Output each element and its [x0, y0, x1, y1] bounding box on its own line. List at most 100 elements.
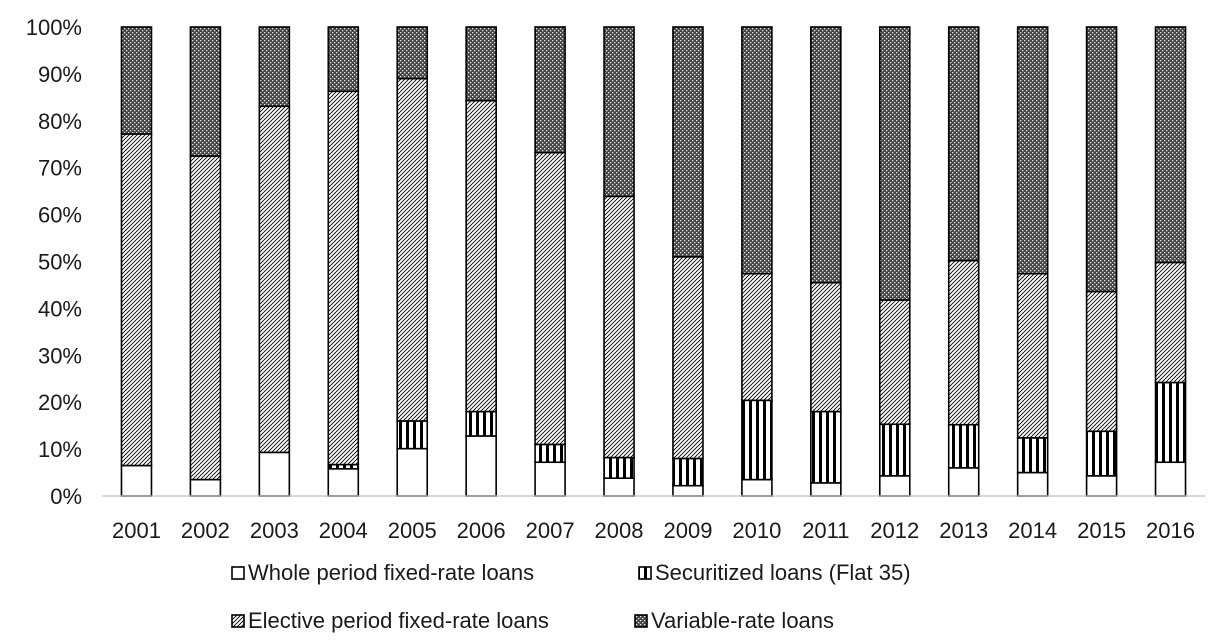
- bar-segment-1: [534, 461, 566, 497]
- legend: Whole period fixed-rate loans Securitized…: [231, 560, 911, 633]
- bar-segment-4: [878, 26, 911, 301]
- bar-segment-1: [603, 477, 635, 497]
- y-tick-label: 30%: [38, 343, 82, 368]
- bar-segment-4: [672, 26, 704, 258]
- bar-segment-4: [741, 26, 773, 275]
- x-tick-label: 2012: [870, 518, 919, 543]
- bar-segment-2: [534, 443, 566, 464]
- x-axis: 2001 2002 2003 2004 2005 2006 2007 2008 2009 2010…: [102, 495, 1205, 543]
- bar-segment-3: [603, 195, 635, 459]
- bar-segment-2: [672, 457, 704, 487]
- bar-segment-1: [947, 467, 980, 497]
- x-tick-label: 2005: [388, 518, 437, 543]
- bar-segment-1: [1154, 461, 1187, 497]
- y-tick-label: 50%: [38, 250, 82, 275]
- bar-segment-3: [258, 105, 291, 454]
- x-tick-label: 2016: [1146, 518, 1195, 543]
- x-tick-label: 2008: [595, 518, 644, 543]
- legend-label: Elective period fixed-rate loans: [248, 608, 549, 633]
- bar-segment-1: [258, 451, 291, 497]
- bar-segment-4: [1016, 26, 1049, 275]
- x-tick-label: 2010: [732, 518, 781, 543]
- y-tick-label: 70%: [38, 156, 82, 181]
- bar-segment-4: [947, 26, 980, 262]
- legend-swatch-3: [231, 614, 245, 628]
- bar-segment-4: [534, 26, 566, 154]
- bar-segment-1: [465, 435, 497, 497]
- bar-segment-3: [741, 272, 773, 402]
- x-tick-label: 2015: [1077, 518, 1126, 543]
- x-tick-label: 2006: [457, 518, 506, 543]
- legend-swatch-1: [231, 566, 245, 580]
- x-tick-label: 2009: [663, 518, 712, 543]
- bar-segment-1: [810, 482, 842, 497]
- bar-segment-1: [189, 478, 222, 497]
- bar-segment-4: [258, 26, 291, 108]
- bar-segment-4: [1154, 26, 1187, 264]
- y-tick-label: 80%: [38, 109, 82, 134]
- bar-segment-1: [1016, 471, 1049, 497]
- bar-segment-1: [1085, 475, 1118, 497]
- bar-segment-1: [741, 478, 773, 497]
- legend-swatch-4: [634, 614, 648, 628]
- bar-segment-3: [534, 151, 566, 446]
- bar-segment-1: [120, 464, 153, 497]
- legend-label: Whole period fixed-rate loans: [248, 560, 534, 585]
- x-tick-label: 2013: [939, 518, 988, 543]
- bar-segment-3: [120, 133, 153, 467]
- bar-segment-4: [1085, 26, 1118, 293]
- bars: [120, 26, 1187, 497]
- bar-segment-1: [672, 484, 704, 497]
- bar-segment-1: [396, 447, 429, 497]
- x-tick-label: 2011: [802, 518, 849, 543]
- bar-segment-3: [810, 281, 842, 413]
- bar-segment-3: [1016, 272, 1049, 439]
- bar-segment-3: [189, 155, 222, 481]
- y-tick-label: 10%: [38, 437, 82, 462]
- legend-item: Variable-rate loans: [634, 608, 834, 633]
- bar-segment-2: [603, 456, 635, 479]
- bar-segment-2: [1154, 381, 1187, 464]
- bar-segment-3: [1154, 261, 1187, 384]
- bar-segment-3: [465, 99, 497, 413]
- bar-segment-2: [810, 410, 842, 484]
- legend-item: Elective period fixed-rate loans: [231, 608, 549, 633]
- bar-segment-3: [327, 90, 360, 466]
- x-tick-label: 2002: [181, 518, 230, 543]
- bar-segment-4: [465, 26, 497, 102]
- bar-segment-2: [396, 420, 429, 450]
- x-tick-label: 2004: [319, 518, 368, 543]
- bar-segment-2: [1016, 437, 1049, 474]
- bar-segment-2: [878, 423, 911, 477]
- bar-segment-3: [878, 299, 911, 426]
- legend-label: Variable-rate loans: [651, 608, 834, 633]
- bar-segment-4: [327, 26, 360, 93]
- bar-segment-4: [120, 26, 153, 135]
- bar-segment-1: [878, 475, 911, 497]
- bar-segment-1: [327, 467, 360, 497]
- bar-segment-2: [741, 399, 773, 481]
- x-tick-label: 2014: [1008, 518, 1057, 543]
- bar-segment-4: [603, 26, 635, 198]
- legend-item: Securitized loans (Flat 35): [638, 560, 911, 585]
- x-tick-label: 2007: [526, 518, 575, 543]
- legend-item: Whole period fixed-rate loans: [231, 560, 534, 585]
- bar-segment-4: [396, 26, 429, 80]
- legend-label: Securitized loans (Flat 35): [655, 560, 911, 585]
- x-tick-label: 2001: [112, 518, 161, 543]
- bar-segment-3: [672, 256, 704, 460]
- bar-segment-2: [465, 410, 497, 437]
- y-tick-label: 100%: [26, 15, 82, 40]
- y-tick-label: 40%: [38, 296, 82, 321]
- bar-segment-3: [1085, 290, 1118, 433]
- bar-segment-3: [396, 77, 429, 422]
- bar-segment-3: [947, 259, 980, 426]
- y-tick-label: 0%: [50, 484, 82, 509]
- y-tick-label: 90%: [38, 62, 82, 87]
- bar-segment-4: [189, 26, 222, 157]
- y-tick-label: 60%: [38, 203, 82, 228]
- y-axis: 0% 10% 20% 30% 40% 50% 60% 70% 80% 90% 100%: [26, 15, 82, 509]
- legend-swatch-2: [638, 566, 652, 580]
- bar-segment-2: [1085, 430, 1118, 477]
